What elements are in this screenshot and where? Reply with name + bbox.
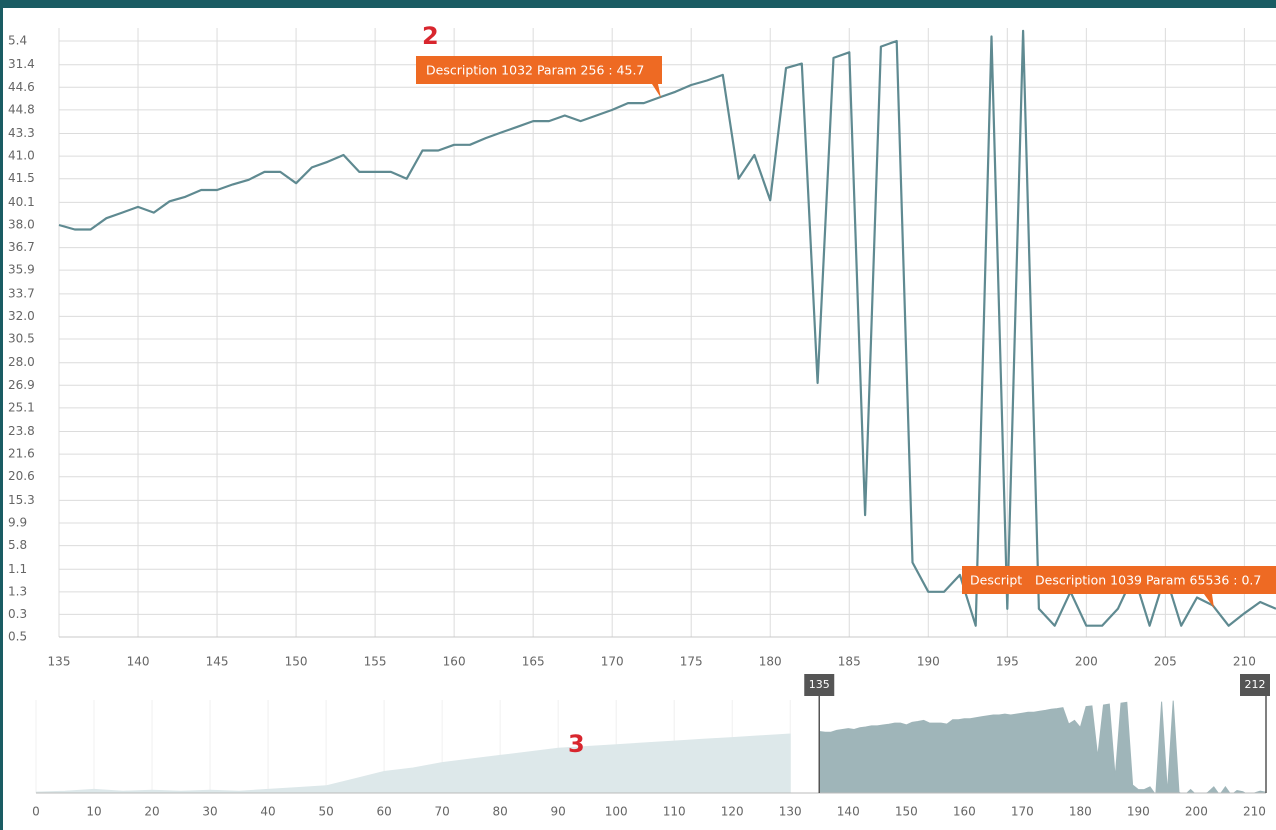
y-tick-label: 40.1 (8, 195, 35, 209)
nav-selected-area (818, 700, 1266, 793)
y-tick-label: 41.5 (8, 171, 35, 185)
y-tick-label: 28.0 (8, 355, 35, 369)
x-tick-label: 210 (1233, 655, 1256, 669)
left-frame (0, 0, 3, 830)
y-tick-label: 25.1 (8, 400, 35, 414)
y-tick-label: 43.3 (8, 126, 35, 140)
nav-x-tick-label: 140 (837, 805, 860, 819)
range-handle-label: 135 (809, 678, 830, 691)
nav-x-tick-label: 30 (202, 805, 217, 819)
y-tick-label: 32.0 (8, 309, 35, 323)
tooltip-box (416, 56, 662, 84)
x-tick-label: 165 (522, 655, 545, 669)
callout-number: 2 (422, 22, 439, 50)
nav-x-tick-label: 80 (493, 805, 508, 819)
y-tick-label: 33.7 (8, 286, 35, 300)
y-tick-label: 9.9 (8, 515, 27, 529)
x-tick-label: 200 (1075, 655, 1098, 669)
nav-x-tick-label: 120 (721, 805, 744, 819)
tooltip-box (1026, 566, 1276, 594)
tooltip-pointer (1204, 594, 1214, 608)
range-handle-label: 212 (1245, 678, 1266, 691)
nav-x-tick-label: 150 (895, 805, 918, 819)
y-tick-label: 41.0 (8, 149, 35, 163)
x-tick-label: 140 (127, 655, 150, 669)
y-tick-label: 0.5 (8, 630, 27, 644)
x-tick-label: 175 (680, 655, 703, 669)
nav-x-tick-label: 190 (1127, 805, 1150, 819)
nav-x-tick-label: 50 (318, 805, 333, 819)
nav-x-tick-label: 110 (663, 805, 686, 819)
tooltip-text: Description 1039 Param 65536 : 0.7 (1035, 573, 1261, 588)
callout-number: 3 (568, 730, 585, 758)
range-handle-box (804, 674, 835, 696)
y-tick-label: 21.6 (8, 447, 35, 461)
grid (58, 28, 1276, 638)
data-line (58, 29, 1276, 627)
y-tick-label: 5.4 (8, 34, 27, 48)
y-tick-label: 0.3 (8, 607, 27, 621)
y-tick-label: 35.9 (8, 263, 35, 277)
nav-x-tick-label: 100 (605, 805, 628, 819)
y-tick-label: 38.0 (8, 217, 35, 231)
nav-x-tick-label: 180 (1069, 805, 1092, 819)
nav-x-tick-label: 200 (1185, 805, 1208, 819)
x-tick-label: 155 (364, 655, 387, 669)
tooltip-text: Description 1032 Param 256 : 45.7 (426, 63, 644, 78)
nav-x-tick-label: 210 (1243, 805, 1266, 819)
x-tick-label: 135 (48, 655, 71, 669)
tooltip: Description 1032 Param 256 : 45.7 (416, 56, 662, 98)
y-tick-label: 44.8 (8, 102, 35, 116)
y-tick-label: 5.8 (8, 538, 27, 552)
nav-x-tick-label: 60 (376, 805, 391, 819)
nav-x-tick-label: 70 (434, 805, 449, 819)
nav-x-tick-label: 90 (551, 805, 566, 819)
x-tick-label: 160 (443, 655, 466, 669)
x-tick-label: 150 (285, 655, 308, 669)
y-tick-label: 23.8 (8, 424, 35, 438)
navigator: 0 10 20 30 40 50 60 70 80 90 100 110 120 130 140 150 160… (32, 674, 1270, 819)
x-tick-label: 180 (759, 655, 782, 669)
y-tick-label: 36.7 (8, 240, 35, 254)
x-tick-label: 190 (917, 655, 940, 669)
top-frame (0, 0, 1276, 8)
nav-x-tick-label: 10 (86, 805, 101, 819)
y-tick-label: 44.6 (8, 80, 35, 94)
nav-area (36, 733, 791, 793)
x-tick-label: 185 (838, 655, 861, 669)
x-tick-label: 170 (601, 655, 624, 669)
range-handle-box (1240, 674, 1270, 696)
x-tick-label: 145 (206, 655, 229, 669)
y-tick-label: 15.3 (8, 493, 35, 507)
y-tick-label: 30.5 (8, 332, 35, 346)
y-tick-label: 1.1 (8, 562, 27, 576)
nav-x-tick-label: 40 (260, 805, 275, 819)
nav-x-tick-label: 130 (779, 805, 802, 819)
nav-x-tick-label: 0 (32, 805, 40, 819)
y-tick-label: 20.6 (8, 469, 35, 483)
y-tick-label: 26.9 (8, 378, 35, 392)
y-tick-label: 31.4 (8, 57, 35, 71)
x-tick-label: 195 (996, 655, 1019, 669)
y-tick-label: 1.3 (8, 584, 27, 598)
tooltip-text: Descript (970, 573, 1022, 588)
tooltip-pointer (652, 84, 661, 98)
nav-x-tick-label: 160 (953, 805, 976, 819)
main-chart: 5.4 31.4 44.6 44.8 43.3 41.0 41.5 40.1 38.0 36.7 3… (8, 29, 1276, 669)
nav-x-tick-label: 170 (1011, 805, 1034, 819)
tooltip: Descript Description 1039 Param 65536 : … (962, 566, 1276, 608)
nav-x-tick-label: 20 (144, 805, 159, 819)
x-tick-label: 205 (1154, 655, 1177, 669)
